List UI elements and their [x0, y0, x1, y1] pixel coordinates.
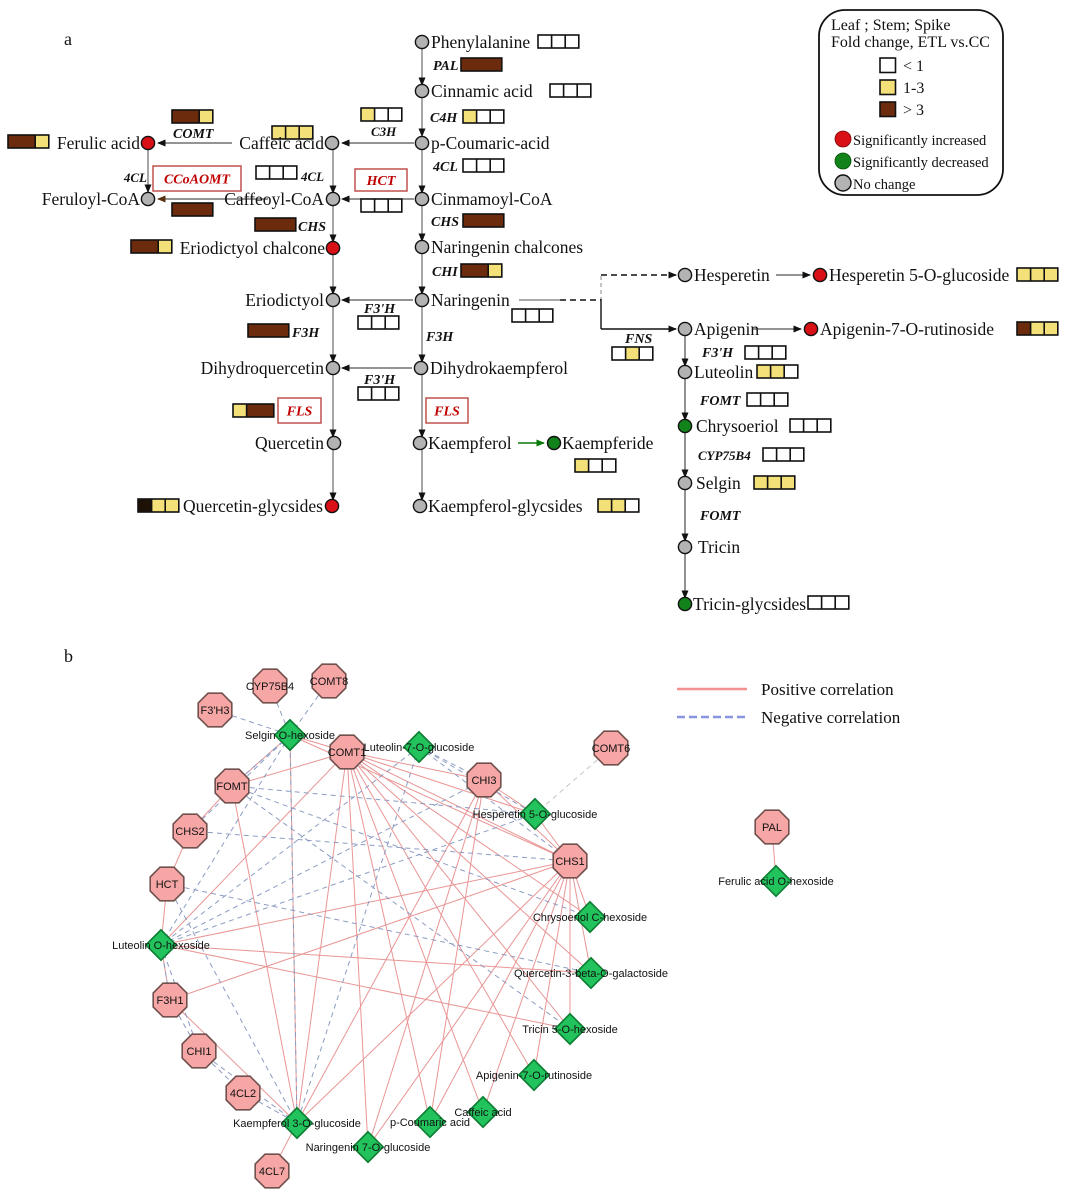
svg-text:No change: No change [853, 177, 915, 193]
svg-text:HCT: HCT [366, 174, 397, 189]
svg-text:Naringenin 7-O-glucoside: Naringenin 7-O-glucoside [306, 1142, 431, 1154]
svg-text:F3H: F3H [291, 326, 320, 341]
svg-text:CHI1: CHI1 [186, 1046, 211, 1058]
svg-text:Ferulic acid: Ferulic acid [57, 133, 140, 153]
svg-text:Quercetin-glycsides: Quercetin-glycsides [183, 496, 323, 516]
svg-text:Caffeic acid: Caffeic acid [454, 1107, 511, 1119]
svg-text:C3H: C3H [371, 124, 397, 139]
svg-text:Apigenin-7-O-rutinoside: Apigenin-7-O-rutinoside [476, 1070, 592, 1082]
svg-text:Luteolin: Luteolin [694, 362, 754, 382]
svg-text:> 3: > 3 [903, 102, 924, 119]
svg-text:Cinnamic acid: Cinnamic acid [431, 81, 533, 101]
svg-text:Dihydrokaempferol: Dihydrokaempferol [430, 358, 568, 378]
svg-text:CHI3: CHI3 [471, 775, 496, 787]
svg-text:CHS1: CHS1 [555, 856, 584, 868]
svg-text:Caffeoyl-CoA: Caffeoyl-CoA [224, 189, 324, 209]
svg-text:CHS2: CHS2 [175, 826, 204, 838]
svg-text:Feruloyl-CoA: Feruloyl-CoA [42, 189, 141, 209]
svg-text:FNS: FNS [624, 332, 652, 347]
svg-text:Hesperetin 5-O-glucoside: Hesperetin 5-O-glucoside [829, 265, 1010, 285]
svg-text:Hesperetin: Hesperetin [694, 265, 770, 285]
svg-text:Apigenin-7-O-rutinoside: Apigenin-7-O-rutinoside [820, 319, 994, 339]
svg-text:< 1: < 1 [903, 58, 924, 75]
svg-text:Quercetin: Quercetin [255, 433, 324, 453]
svg-text:Eriodictyol chalcone: Eriodictyol chalcone [180, 238, 326, 258]
svg-text:F3'H: F3'H [363, 302, 396, 317]
svg-text:Quercetin-3-beta-O-galactoside: Quercetin-3-beta-O-galactoside [514, 968, 668, 980]
svg-text:4CL2: 4CL2 [230, 1088, 256, 1100]
svg-text:Selgin: Selgin [696, 473, 741, 493]
svg-text:HCT: HCT [156, 879, 179, 891]
svg-text:Significantly increased: Significantly increased [853, 133, 987, 149]
svg-text:CCoAOMT: CCoAOMT [164, 173, 232, 188]
svg-text:Hesperetin 5-O-glucoside: Hesperetin 5-O-glucoside [473, 809, 598, 821]
svg-text:F3'H3: F3'H3 [201, 705, 230, 717]
svg-text:a: a [64, 29, 72, 49]
svg-text:F3H: F3H [425, 330, 454, 345]
svg-text:F3'H: F3'H [363, 373, 396, 388]
svg-text:Selgin O-hexoside: Selgin O-hexoside [245, 730, 335, 742]
svg-text:COMT6: COMT6 [592, 743, 631, 755]
svg-text:CYP75B4: CYP75B4 [246, 681, 294, 693]
svg-text:Dihydroquercetin: Dihydroquercetin [201, 358, 325, 378]
svg-text:FOMT: FOMT [699, 509, 742, 524]
svg-text:Kaempferol 3-O-glucoside: Kaempferol 3-O-glucoside [233, 1118, 361, 1130]
svg-text:FOMT: FOMT [699, 394, 742, 409]
svg-text:Tricin 5-O-hexoside: Tricin 5-O-hexoside [522, 1024, 618, 1036]
svg-text:Chrysoeriol C-hexoside: Chrysoeriol C-hexoside [533, 912, 647, 924]
svg-text:Significantly decreased: Significantly decreased [853, 155, 989, 171]
svg-text:Apigenin: Apigenin [694, 319, 759, 339]
svg-text:p-Coumaric acid: p-Coumaric acid [390, 1117, 470, 1129]
svg-text:COMT: COMT [173, 127, 215, 142]
svg-text:1-3: 1-3 [903, 80, 924, 97]
svg-text:F3'H: F3'H [701, 346, 734, 361]
svg-text:CHS: CHS [431, 215, 459, 230]
svg-text:Negative correlation: Negative correlation [761, 708, 901, 727]
svg-text:Eriodictyol: Eriodictyol [245, 290, 324, 310]
svg-text:Fold change, ETL vs.CC: Fold change, ETL vs.CC [831, 34, 990, 51]
svg-text:Naringenin chalcones: Naringenin chalcones [431, 237, 583, 257]
svg-text:CYP75B4: CYP75B4 [698, 448, 751, 463]
svg-text:COMT1: COMT1 [328, 747, 367, 759]
svg-text:4CL: 4CL [123, 170, 147, 185]
svg-text:CHS: CHS [298, 220, 326, 235]
svg-text:PAL: PAL [433, 59, 458, 74]
svg-text:Kaempferol: Kaempferol [428, 433, 512, 453]
svg-text:p-Coumaric-acid: p-Coumaric-acid [431, 133, 550, 153]
svg-text:Phenylalanine: Phenylalanine [431, 32, 530, 52]
svg-text:CHI: CHI [432, 265, 458, 280]
svg-text:4CL7: 4CL7 [259, 1166, 285, 1178]
svg-text:Tricin-glycsides: Tricin-glycsides [693, 594, 806, 614]
svg-text:Kaempferide: Kaempferide [562, 433, 654, 453]
svg-text:Luteolin O-hexoside: Luteolin O-hexoside [112, 940, 210, 952]
svg-text:FLS: FLS [433, 405, 460, 420]
svg-text:F3H1: F3H1 [157, 995, 184, 1007]
svg-text:Kaempferol-glycsides: Kaempferol-glycsides [428, 496, 583, 516]
svg-text:b: b [64, 646, 73, 666]
svg-text:FOMT: FOMT [216, 781, 247, 793]
svg-text:Chrysoeriol: Chrysoeriol [696, 416, 779, 436]
svg-text:Positive correlation: Positive correlation [761, 680, 894, 699]
svg-text:Ferulic acid O-hexoside: Ferulic acid O-hexoside [718, 876, 834, 888]
svg-text:Leaf ; Stem; Spike: Leaf ; Stem; Spike [831, 17, 951, 34]
svg-text:4CL: 4CL [432, 160, 458, 175]
svg-text:Naringenin: Naringenin [431, 290, 510, 310]
svg-text:Luteolin-7-O-glucoside: Luteolin-7-O-glucoside [364, 742, 475, 754]
svg-text:PAL: PAL [762, 822, 782, 834]
svg-text:FLS: FLS [286, 405, 313, 420]
svg-text:Caffeic acid: Caffeic acid [239, 133, 324, 153]
svg-text:Cinmamoyl-CoA: Cinmamoyl-CoA [431, 189, 553, 209]
svg-text:Tricin: Tricin [698, 537, 740, 557]
svg-text:4CL: 4CL [300, 169, 324, 184]
svg-text:C4H: C4H [430, 111, 458, 126]
svg-text:COMT8: COMT8 [310, 676, 349, 688]
